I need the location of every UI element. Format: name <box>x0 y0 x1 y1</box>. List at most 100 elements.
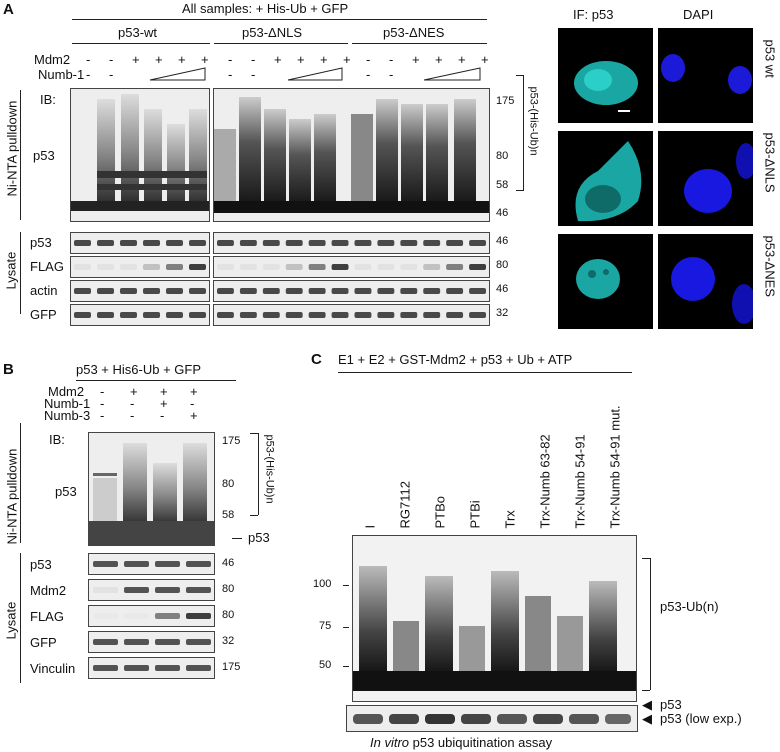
free-p53-dash <box>232 538 242 539</box>
ub-bracket-c <box>650 558 651 690</box>
p53-arrow-c: ◀ <box>642 697 652 712</box>
mdm2-sign: - <box>366 52 371 67</box>
lysate-blot-b <box>88 553 215 575</box>
mw-80-b: 80 <box>222 478 235 490</box>
if-p53-wt <box>558 28 653 123</box>
ib-label-b: IB: <box>49 432 65 447</box>
lane-label-c: Trx-Numb 63-82 <box>537 434 553 529</box>
lysate-blot-b <box>88 631 215 653</box>
mdm2-sign: + <box>412 52 420 67</box>
free-p53-b: p53 <box>248 530 270 545</box>
if-p53-dnls <box>558 131 653 226</box>
b-row-numb3: Numb-3 <box>44 408 91 423</box>
group-rule-2 <box>214 43 348 44</box>
mw-46-a: 46 <box>496 207 509 219</box>
tick-100 <box>343 585 349 586</box>
pulldown-label-b: Ni-NTA pulldown <box>4 448 20 545</box>
mw-58-b: 58 <box>222 509 235 521</box>
pulldown-blot-dnls-dnes <box>213 88 490 222</box>
caption-italic: In vitro <box>370 735 410 750</box>
b-sign: - <box>100 396 105 411</box>
ib-label-a: IB: <box>40 92 56 107</box>
lysate-mw-a: 32 <box>496 307 509 319</box>
lysate-label-b: Lysate <box>3 601 19 640</box>
lysate-blot-a-right <box>213 304 490 326</box>
mdm2-sign: + <box>274 52 282 67</box>
mdm2-sign: - <box>228 52 233 67</box>
if-row-label-dnls: p53-ΔNLS <box>762 132 778 193</box>
tick-50 <box>343 666 349 667</box>
mdm2-sign: + <box>320 52 328 67</box>
lane-label-c: Trx <box>502 510 518 529</box>
lysate-blot-b <box>88 605 215 627</box>
ub-bracket-b-bot <box>250 515 258 516</box>
lysate-row-label-b: GFP <box>30 635 57 650</box>
lysate-mw-b: 175 <box>222 661 241 673</box>
numb-sign: - <box>366 67 371 82</box>
lysate-row-label-a: p53 <box>30 235 52 250</box>
lane-label-c: PTBo <box>432 495 448 529</box>
mdm2-sign: - <box>86 52 91 67</box>
b-sign: - <box>190 396 195 411</box>
low-exp-arrow: ◀ <box>642 711 652 726</box>
lysate-blot-b <box>88 579 215 601</box>
mdm2-sign: + <box>297 52 305 67</box>
lysate-mw-a: 46 <box>496 235 509 247</box>
dapi-p53-dnes <box>658 234 756 329</box>
lysate-row-label-a: actin <box>30 283 58 298</box>
ub-bracket-b-top <box>250 433 258 434</box>
lysate-row-label-b: p53 <box>30 557 52 572</box>
ub-label-c: p53-Ub(n) <box>660 599 719 614</box>
ub-bracket-c-top <box>642 558 650 559</box>
mdm2-sign: - <box>251 52 256 67</box>
panel-a-letter: A <box>3 1 14 18</box>
mdm2-sign: - <box>109 52 114 67</box>
c-header-rule <box>338 372 632 373</box>
mw-58-a: 58 <box>496 179 509 191</box>
lane-label-c: Trx-Numb 54-91 mut. <box>607 405 623 529</box>
pulldown-label-a: Ni-NTA pulldown <box>4 100 20 197</box>
p53-label-c: p53 <box>660 697 682 712</box>
lysate-mw-b: 80 <box>222 583 235 595</box>
ub-bracket-a-top <box>516 75 524 76</box>
numb-sign: - <box>251 67 256 82</box>
lysate-row-label-b: FLAG <box>30 609 64 624</box>
ub-bracket-label-b: p53-(His-Ub)n <box>263 434 276 504</box>
if-header: IF: p53 <box>573 7 614 22</box>
header-rule <box>72 19 487 20</box>
mw-175-b: 175 <box>222 435 241 447</box>
group-label-dnls: p53-ΔNLS <box>242 25 302 40</box>
lysate-row-label-a: FLAG <box>30 259 64 274</box>
panel-b-letter: B <box>3 361 14 378</box>
group-label-wt: p53-wt <box>118 25 158 40</box>
p53-pulldown-label-b: p53 <box>55 484 77 499</box>
mdm2-sign: + <box>481 52 489 67</box>
lysate-blot-a-right <box>213 280 490 302</box>
lysate-mw-b: 80 <box>222 609 235 621</box>
mdm2-sign: + <box>458 52 466 67</box>
tick-75 <box>343 627 349 628</box>
mw-75-c: 75 <box>319 620 332 632</box>
numb-sign: - <box>109 67 114 82</box>
dapi-p53-dnls <box>658 131 756 226</box>
b-row-numb1: Numb-1 <box>44 396 91 411</box>
numb-gradient-wedges <box>149 67 481 81</box>
lysate-bracket-b <box>20 553 21 683</box>
b-sign: - <box>130 408 135 423</box>
lysate-mw-b: 46 <box>222 557 235 569</box>
b-header-rule <box>76 380 236 381</box>
panel-c-letter: C <box>311 351 322 368</box>
pulldown-bracket-a <box>20 90 21 220</box>
caption-rest: p53 ubiquitination assay <box>409 735 553 750</box>
lysate-row-label-b: Mdm2 <box>30 583 67 598</box>
mdm2-sign: + <box>435 52 443 67</box>
b-sign: + <box>160 384 168 399</box>
mdm2-sign: + <box>132 52 140 67</box>
ubiquitination-blot-c <box>352 535 637 702</box>
b-row-mdm2: Mdm2 <box>48 384 85 399</box>
numb1-row-label: Numb-1 <box>38 67 85 82</box>
mdm2-row-label: Mdm2 <box>34 52 71 67</box>
lysate-blot-a-right <box>213 232 490 254</box>
mw-50-c: 50 <box>319 659 332 671</box>
lysate-blot-a-right <box>213 256 490 278</box>
